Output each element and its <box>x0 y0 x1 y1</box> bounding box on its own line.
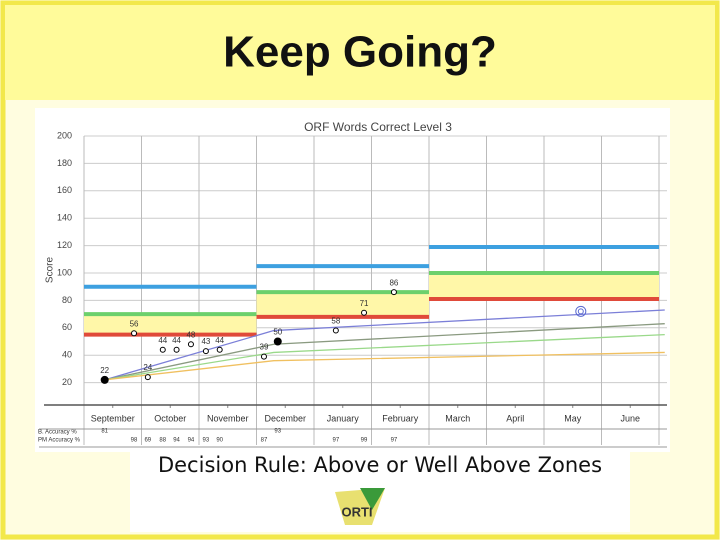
accuracy-value: 98 <box>131 438 138 444</box>
data-point <box>187 341 194 348</box>
data-point <box>361 309 368 316</box>
zone-fill <box>84 314 257 335</box>
accuracy-value: 90 <box>216 438 223 444</box>
trend-line <box>104 323 665 381</box>
zone-fill <box>429 273 659 300</box>
logo-shape <box>360 488 385 510</box>
accuracy-value: 88 <box>159 438 166 444</box>
y-tick-label: 200 <box>57 130 72 140</box>
zone-fill <box>256 292 429 317</box>
y-tick-label: 160 <box>57 185 72 195</box>
caption: Decision Rule: Above or Well Above Zones <box>158 453 602 477</box>
data-point <box>332 327 339 334</box>
row-label: PM Accuracy % <box>38 438 81 444</box>
y-tick-label: 120 <box>57 240 72 250</box>
accuracy-value: 94 <box>188 438 195 444</box>
point-label: 44 <box>215 336 224 345</box>
data-point <box>100 375 109 384</box>
row-label: B. Accuracy % <box>38 430 77 436</box>
y-tick-label: 180 <box>57 158 72 168</box>
data-point <box>202 348 209 355</box>
y-tick-label: 140 <box>57 213 72 223</box>
chart-title: ORF Words Correct Level 3 <box>304 120 452 134</box>
goal-ring <box>575 305 587 317</box>
y-tick-label: 100 <box>57 267 72 277</box>
point-label: 43 <box>201 337 210 346</box>
accuracy-value: 93 <box>203 438 210 444</box>
accuracy-value: 87 <box>261 438 268 444</box>
data-point <box>577 308 584 315</box>
point-label: 56 <box>130 319 139 328</box>
y-axis-label: Score <box>45 257 56 284</box>
x-tick-label: March <box>445 413 470 423</box>
accuracy-value: 97 <box>391 438 398 444</box>
data-point <box>273 337 282 346</box>
y-tick-label: 60 <box>62 322 72 332</box>
x-tick-label: November <box>207 413 249 423</box>
point-label: 86 <box>389 278 398 287</box>
data-point <box>390 289 397 296</box>
x-tick-label: October <box>154 413 186 423</box>
trend-line <box>104 309 665 381</box>
point-label: 71 <box>360 299 369 308</box>
x-tick-label: September <box>91 413 135 423</box>
accuracy-value: 94 <box>173 438 180 444</box>
logo: ORTI <box>335 488 385 525</box>
y-tick-label: 80 <box>62 295 72 305</box>
y-tick-label: 20 <box>62 377 72 387</box>
trend-line <box>104 334 665 381</box>
data-point <box>260 353 267 360</box>
accuracy-value: 99 <box>361 438 368 444</box>
point-label: 58 <box>331 317 340 326</box>
accuracy-value: 93 <box>274 429 281 435</box>
x-tick-label: January <box>327 413 360 423</box>
title-band <box>5 5 715 100</box>
accuracy-value: 97 <box>333 438 340 444</box>
data-point <box>131 330 138 337</box>
x-tick-label: April <box>506 413 524 423</box>
x-tick-label: December <box>264 413 306 423</box>
x-tick-label: May <box>564 413 582 423</box>
data-point <box>216 346 223 353</box>
slide-title: Keep Going? <box>223 28 497 77</box>
data-point <box>144 374 151 381</box>
logo-text: ORTI <box>341 504 372 519</box>
point-label: 44 <box>172 336 181 345</box>
data-point <box>173 346 180 353</box>
point-label: 50 <box>273 328 282 337</box>
accuracy-value: 81 <box>101 429 108 435</box>
point-label: 39 <box>260 343 269 352</box>
trend-line <box>104 351 665 381</box>
point-label: 44 <box>158 336 167 345</box>
point-label: 22 <box>100 366 109 375</box>
point-label: 48 <box>186 330 195 339</box>
x-tick-label: June <box>620 413 640 423</box>
data-point <box>159 346 166 353</box>
y-tick-label: 40 <box>62 350 72 360</box>
accuracy-value: 69 <box>144 438 151 444</box>
point-label: 24 <box>143 363 152 372</box>
x-tick-label: February <box>382 413 419 423</box>
